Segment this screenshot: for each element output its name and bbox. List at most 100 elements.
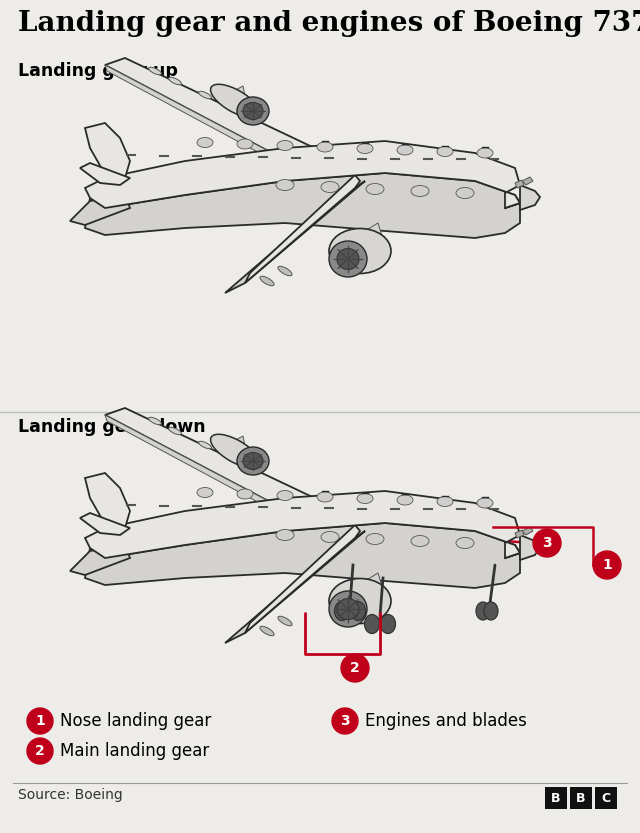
Polygon shape: [365, 573, 382, 593]
Ellipse shape: [237, 489, 253, 499]
Ellipse shape: [411, 186, 429, 197]
Polygon shape: [105, 58, 325, 165]
Polygon shape: [225, 531, 365, 643]
Circle shape: [533, 529, 561, 557]
Circle shape: [332, 708, 358, 734]
Ellipse shape: [484, 602, 498, 620]
Text: Nose landing gear: Nose landing gear: [60, 712, 211, 730]
Ellipse shape: [456, 187, 474, 198]
Polygon shape: [365, 223, 382, 243]
Ellipse shape: [321, 531, 339, 542]
Ellipse shape: [277, 491, 293, 501]
Text: B: B: [576, 791, 586, 805]
Ellipse shape: [337, 248, 359, 270]
Ellipse shape: [329, 228, 391, 273]
Ellipse shape: [148, 417, 161, 425]
Text: Landing gear up: Landing gear up: [18, 62, 178, 80]
Ellipse shape: [260, 626, 274, 636]
Polygon shape: [245, 525, 360, 633]
Ellipse shape: [197, 137, 213, 147]
Ellipse shape: [168, 427, 181, 435]
Ellipse shape: [411, 536, 429, 546]
Ellipse shape: [243, 452, 263, 470]
Polygon shape: [515, 530, 524, 538]
Polygon shape: [245, 175, 360, 283]
Ellipse shape: [357, 143, 373, 153]
Polygon shape: [80, 513, 130, 535]
Ellipse shape: [366, 183, 384, 194]
Ellipse shape: [276, 530, 294, 541]
Text: 2: 2: [350, 661, 360, 675]
Polygon shape: [515, 180, 524, 188]
Circle shape: [593, 551, 621, 579]
Ellipse shape: [365, 615, 380, 634]
Ellipse shape: [237, 97, 269, 125]
Polygon shape: [520, 535, 540, 560]
Polygon shape: [70, 545, 130, 575]
Ellipse shape: [278, 616, 292, 626]
Ellipse shape: [329, 578, 391, 623]
Polygon shape: [70, 195, 130, 225]
Ellipse shape: [317, 492, 333, 502]
Text: Source: Boeing: Source: Boeing: [18, 788, 123, 802]
Text: 1: 1: [35, 714, 45, 728]
Ellipse shape: [437, 147, 453, 157]
Ellipse shape: [357, 493, 373, 503]
Polygon shape: [85, 123, 130, 183]
Polygon shape: [105, 415, 295, 521]
Ellipse shape: [397, 495, 413, 505]
Polygon shape: [85, 491, 520, 558]
Ellipse shape: [397, 145, 413, 155]
Ellipse shape: [243, 102, 263, 119]
Text: Main landing gear: Main landing gear: [60, 742, 209, 760]
Ellipse shape: [278, 267, 292, 276]
Text: 3: 3: [340, 714, 350, 728]
Ellipse shape: [148, 67, 161, 75]
Ellipse shape: [337, 598, 359, 620]
Ellipse shape: [317, 142, 333, 152]
FancyBboxPatch shape: [570, 787, 592, 809]
Ellipse shape: [321, 182, 339, 192]
Polygon shape: [85, 473, 130, 533]
Text: 1: 1: [602, 558, 612, 572]
Ellipse shape: [366, 533, 384, 545]
Ellipse shape: [335, 601, 349, 621]
Ellipse shape: [351, 601, 365, 621]
Ellipse shape: [276, 179, 294, 191]
Ellipse shape: [277, 141, 293, 151]
Ellipse shape: [476, 602, 490, 620]
Polygon shape: [522, 527, 533, 535]
Ellipse shape: [329, 241, 367, 277]
Ellipse shape: [168, 77, 181, 85]
Ellipse shape: [211, 434, 259, 467]
Text: B: B: [551, 791, 561, 805]
FancyBboxPatch shape: [545, 787, 567, 809]
Ellipse shape: [456, 537, 474, 548]
Ellipse shape: [237, 447, 269, 475]
Text: Landing gear down: Landing gear down: [18, 418, 205, 436]
Ellipse shape: [437, 496, 453, 506]
Polygon shape: [80, 163, 130, 185]
Circle shape: [27, 708, 53, 734]
Circle shape: [27, 738, 53, 764]
Polygon shape: [105, 408, 325, 515]
Text: Landing gear and engines of Boeing 737-800: Landing gear and engines of Boeing 737-8…: [18, 10, 640, 37]
Ellipse shape: [198, 92, 211, 99]
FancyBboxPatch shape: [595, 787, 617, 809]
Polygon shape: [85, 523, 520, 588]
Text: Engines and blades: Engines and blades: [365, 712, 527, 730]
Circle shape: [341, 654, 369, 682]
Ellipse shape: [197, 487, 213, 497]
Polygon shape: [520, 185, 540, 210]
Polygon shape: [225, 181, 365, 293]
Ellipse shape: [477, 148, 493, 158]
Ellipse shape: [381, 615, 396, 634]
Polygon shape: [85, 173, 520, 238]
Ellipse shape: [329, 591, 367, 627]
Text: 2: 2: [35, 744, 45, 758]
Ellipse shape: [237, 139, 253, 149]
Polygon shape: [105, 65, 295, 171]
Polygon shape: [230, 86, 245, 103]
Polygon shape: [85, 141, 520, 208]
Ellipse shape: [477, 498, 493, 508]
